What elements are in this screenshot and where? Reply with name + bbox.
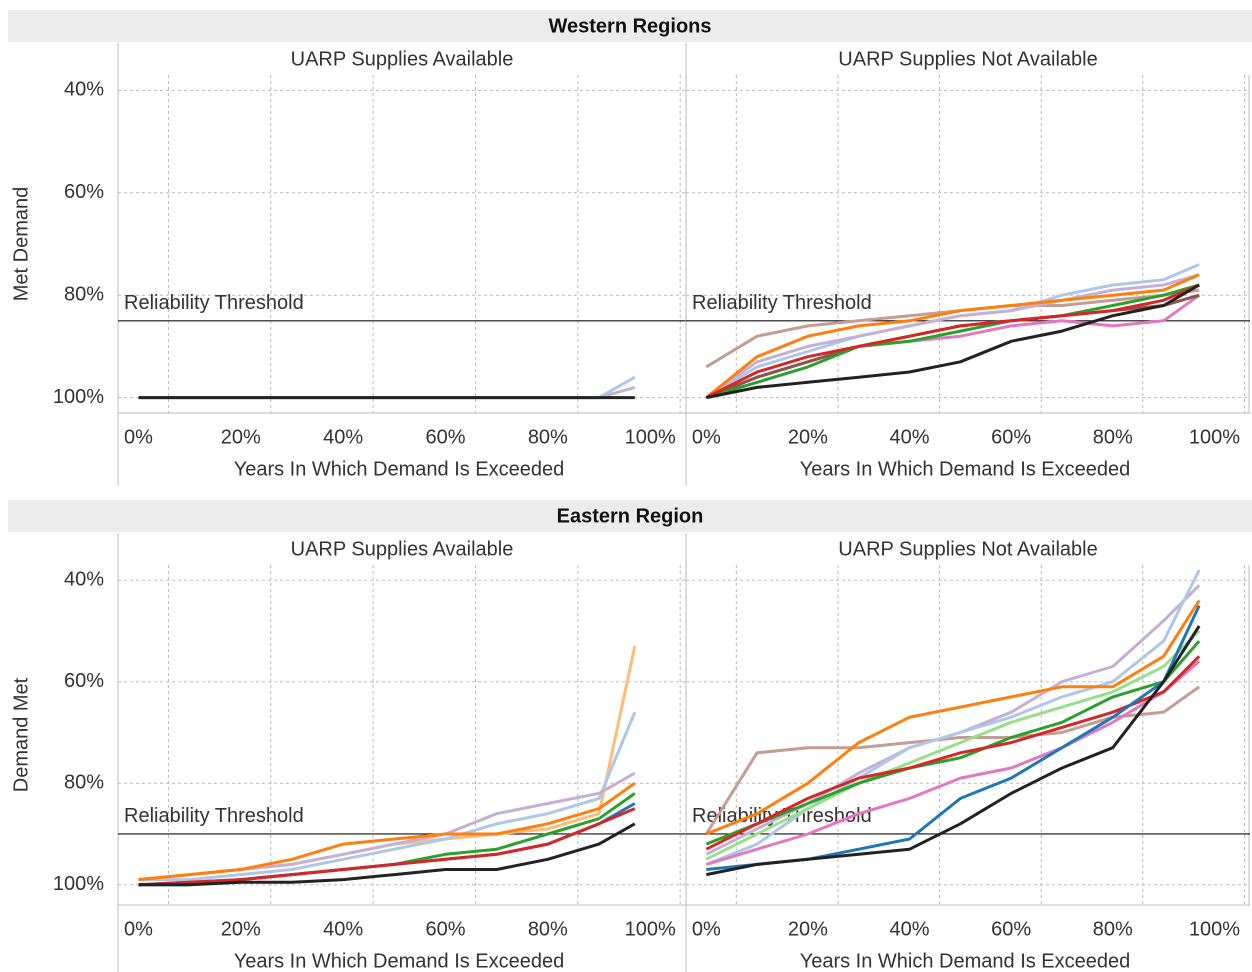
x-tick-label: 40% (323, 918, 363, 940)
x-tick-label: 80% (1093, 426, 1133, 448)
series-line (705, 283, 1200, 399)
y-tick-label: 100% (53, 873, 104, 895)
x-tick-label: 60% (425, 918, 465, 940)
series-line (705, 283, 1200, 400)
series-line (138, 375, 636, 400)
threshold-label: Reliability Threshold (124, 292, 304, 314)
x-tick-label: 20% (788, 918, 828, 940)
y-axis-title: Demand Met (10, 677, 32, 792)
x-tick-label: 100% (625, 918, 676, 940)
x-tick-label: 80% (528, 918, 568, 940)
y-tick-label: 40% (64, 569, 104, 591)
series-line (706, 283, 1200, 400)
x-tick-label: 40% (890, 918, 930, 940)
x-axis-title: Years In Which Demand Is Exceeded (800, 950, 1131, 972)
series-line (138, 781, 636, 882)
y-tick-label: 80% (64, 283, 104, 305)
series-line (705, 660, 1201, 866)
panel-title: UARP Supplies Not Available (838, 48, 1097, 70)
x-tick-label: 80% (528, 426, 568, 448)
y-tick-label: 80% (64, 771, 104, 793)
x-tick-label: 60% (425, 426, 465, 448)
x-tick-label: 20% (221, 426, 261, 448)
x-tick-label: 60% (991, 426, 1031, 448)
y-tick-label: 60% (64, 670, 104, 692)
x-axis-title: Years In Which Demand Is Exceeded (800, 458, 1131, 480)
y-tick-label: 40% (64, 79, 104, 101)
x-tick-label: 20% (221, 918, 261, 940)
x-tick-label: 60% (991, 918, 1031, 940)
x-tick-label: 0% (124, 918, 153, 940)
series-line (138, 807, 636, 887)
series-line (705, 685, 1201, 835)
series-line (705, 273, 1200, 399)
x-tick-label: 100% (625, 426, 676, 448)
x-tick-label: 80% (1093, 918, 1133, 940)
y-tick-label: 100% (53, 386, 104, 408)
x-tick-label: 0% (692, 426, 721, 448)
series-line (705, 273, 1200, 399)
section-header-bg (8, 500, 1252, 532)
x-tick-label: 0% (124, 426, 153, 448)
series-line (705, 569, 1201, 866)
series-line (138, 822, 636, 887)
series-line (705, 629, 1201, 861)
x-tick-label: 40% (323, 426, 363, 448)
series-line (138, 385, 636, 400)
x-axis-title: Years In Which Demand Is Exceeded (234, 458, 565, 480)
section-header: Western Regions (549, 15, 712, 37)
panel-title: UARP Supplies Available (291, 48, 514, 70)
series-line (706, 625, 1201, 877)
x-tick-label: 40% (890, 426, 930, 448)
panel-title: UARP Supplies Not Available (838, 538, 1097, 560)
series-line (138, 711, 637, 882)
series-line (705, 599, 1201, 836)
y-tick-label: 60% (64, 181, 104, 203)
section-header: Eastern Region (557, 505, 704, 527)
x-tick-label: 100% (1189, 426, 1240, 448)
x-tick-label: 20% (788, 426, 828, 448)
x-tick-label: 0% (692, 918, 721, 940)
x-tick-label: 100% (1189, 918, 1240, 940)
panel-title: UARP Supplies Available (291, 538, 514, 560)
y-axis-title: Met Demand (10, 187, 32, 302)
threshold-label: Reliability Threshold (124, 805, 304, 827)
section-header-bg (8, 10, 1252, 42)
x-axis-title: Years In Which Demand Is Exceeded (234, 950, 565, 972)
series-line (705, 640, 1201, 846)
threshold-label: Reliability Threshold (692, 292, 872, 314)
